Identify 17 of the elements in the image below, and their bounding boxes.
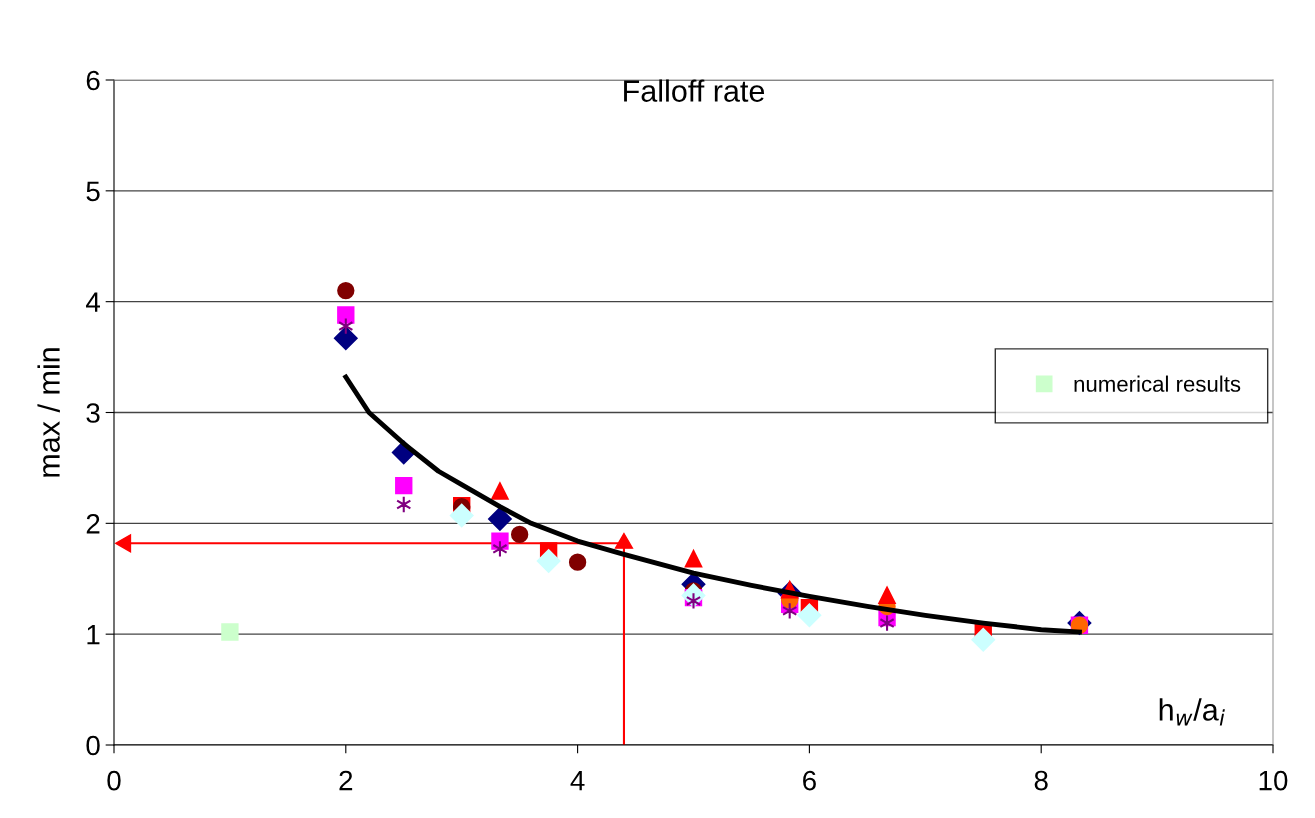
y-tick-label: 0 bbox=[86, 735, 100, 756]
y-tick-label: 3 bbox=[86, 403, 100, 423]
x-axis-title: h$_{w}$/a$_{i}$ bbox=[1159, 698, 1225, 726]
x-tick-label: 6 bbox=[803, 770, 816, 791]
x-tick-label: 8 bbox=[1034, 770, 1048, 791]
y-tick-label: 1 bbox=[87, 625, 100, 645]
y-axis-title: max / min bbox=[37, 348, 60, 477]
y-tick-label: 4 bbox=[86, 292, 100, 312]
y-tick-label: 6 bbox=[86, 70, 100, 91]
y-tick-label: 2 bbox=[86, 514, 100, 534]
x-tick-label: 0 bbox=[107, 770, 121, 791]
chart-title: Falloff rate bbox=[624, 79, 765, 102]
y-tick-label: 5 bbox=[86, 181, 100, 202]
legend-label: numerical results bbox=[1074, 375, 1241, 392]
x-tick-label: 10 bbox=[1259, 770, 1288, 791]
x-tick-label: 4 bbox=[570, 771, 585, 791]
x-tick-label: 2 bbox=[339, 770, 353, 791]
